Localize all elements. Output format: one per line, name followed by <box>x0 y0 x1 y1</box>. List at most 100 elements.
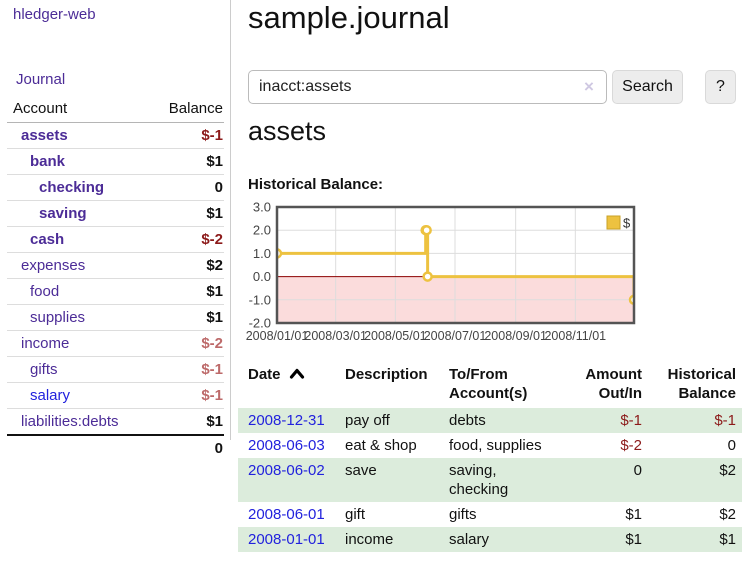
account-link[interactable]: food <box>30 283 60 300</box>
register-description-cell: eat & shop <box>345 437 417 454</box>
search-button[interactable]: Search <box>612 70 683 104</box>
legend-swatch <box>606 215 621 230</box>
register-date-cell: 2008-06-02 <box>238 458 338 502</box>
account-link[interactable]: salary <box>30 387 71 404</box>
transaction-date-link[interactable]: 2008-12-31 <box>248 412 325 429</box>
account-row: checking 0 <box>7 174 224 201</box>
account-link[interactable]: gifts <box>30 361 58 378</box>
account-row: gifts $-1 <box>7 356 224 383</box>
register-row[interactable]: 2008-06-01 gift gifts $1 $2 <box>238 502 742 527</box>
register-header-date[interactable]: Date <box>238 363 338 408</box>
account-row: liabilities:debts $1 <box>7 408 224 436</box>
x-tick-label: 2008/09/01 <box>484 329 547 343</box>
sidebar: hledger-web Journal Account Balance asse… <box>0 0 231 461</box>
account-link[interactable]: saving <box>39 205 87 222</box>
register-date-cell: 2008-06-03 <box>238 433 338 458</box>
chart-data-point <box>421 224 432 236</box>
transaction-date-link[interactable]: 2008-06-02 <box>248 462 325 479</box>
register-date-cell: 2008-12-31 <box>238 408 338 433</box>
register-amount-cell: $1 <box>625 506 642 523</box>
page-title: sample.journal <box>248 0 450 35</box>
register-date-cell: 2008-01-01 <box>238 527 338 552</box>
y-tick-label: 2.0 <box>253 223 271 238</box>
account-link[interactable]: income <box>21 335 70 352</box>
register-accounts-cell: gifts <box>449 506 477 523</box>
register-table: Date Description To/From Account(s) Amou… <box>238 363 742 552</box>
search-input[interactable] <box>248 70 607 104</box>
register-accounts-cell: saving, checking <box>449 462 509 498</box>
account-name-cell: supplies <box>7 304 148 331</box>
account-balance: $1 <box>147 408 224 436</box>
account-balance: $1 <box>147 278 224 305</box>
account-link[interactable]: liabilities:debts <box>21 413 119 430</box>
y-tick-label: 1.0 <box>253 246 271 261</box>
app-brand-link[interactable]: hledger-web <box>13 6 96 23</box>
register-row[interactable]: 2008-12-31 pay off debts $-1 $-1 <box>238 408 742 433</box>
register-row[interactable]: 2008-06-03 eat & shop food, supplies $-2 0 <box>238 433 742 458</box>
account-name-cell: salary <box>7 382 148 409</box>
register-row[interactable]: 2008-06-02 save saving, checking 0 $2 <box>238 458 742 502</box>
account-link[interactable]: supplies <box>30 309 86 326</box>
account-row: cash $-2 <box>7 226 224 253</box>
legend-label: $ <box>623 216 631 231</box>
account-balance: $1 <box>147 200 224 227</box>
register-header-row: Date Description To/From Account(s) Amou… <box>238 363 742 408</box>
account-link[interactable]: checking <box>39 179 105 196</box>
account-balance: $1 <box>147 148 224 175</box>
account-balance: $2 <box>147 252 224 279</box>
accounts-header-balance: Balance <box>147 97 224 123</box>
register-description-cell: gift <box>345 506 366 523</box>
account-balance: $-2 <box>147 330 224 357</box>
x-tick-label: 2008/05/01 <box>364 329 427 343</box>
account-link[interactable]: assets <box>21 127 68 144</box>
account-name-cell: income <box>7 330 148 357</box>
register-balance-cell: 0 <box>727 437 736 454</box>
account-balance: $-1 <box>147 382 224 409</box>
chart-plot-border <box>275 205 636 325</box>
account-name-cell: bank <box>7 148 148 175</box>
register-description-cell: income <box>345 531 394 548</box>
account-row: bank $1 <box>7 148 224 175</box>
register-header-date-label: Date <box>248 366 281 383</box>
account-row: income $-2 <box>7 330 224 357</box>
y-tick-label: 3.0 <box>253 200 271 215</box>
x-tick-label: 2008/03/01 <box>304 329 367 343</box>
account-link[interactable]: expenses <box>21 257 86 274</box>
register-amount-cell: $1 <box>625 531 642 548</box>
account-link[interactable]: bank <box>30 153 66 170</box>
register-balance-cell: $1 <box>719 531 736 548</box>
register-accounts-cell: food, supplies <box>449 437 542 454</box>
accounts-header-account: Account <box>7 97 148 123</box>
accounts-total-spacer <box>7 434 148 461</box>
register-row[interactable]: 2008-01-01 income salary $1 $1 <box>238 527 742 552</box>
account-row: saving $1 <box>7 200 224 227</box>
register-accounts-cell: salary <box>449 531 490 548</box>
account-name-cell: assets <box>7 122 148 149</box>
register-header-description: Description <box>345 366 428 383</box>
register-description-cell: pay off <box>345 412 390 429</box>
x-tick-label: 2008/07/01 <box>424 329 487 343</box>
account-title: assets <box>248 116 327 146</box>
account-balance: 0 <box>147 174 224 201</box>
register-amount-cell: $-1 <box>620 412 642 429</box>
register-amount-cell: 0 <box>633 462 642 479</box>
clear-search-icon[interactable]: × <box>584 77 594 96</box>
transaction-date-link[interactable]: 2008-01-01 <box>248 531 325 548</box>
register-header-amount: Amount Out/In <box>585 366 642 402</box>
chart-canvas: $3.0 2.0 1.0 0.0 -1.0 -2.02008/01/012008/03/0… <box>246 200 636 343</box>
transaction-date-link[interactable]: 2008-06-03 <box>248 437 325 454</box>
account-name-cell: food <box>7 278 148 305</box>
help-button[interactable]: ? <box>705 70 736 104</box>
account-balance: $-2 <box>147 226 224 253</box>
account-name-cell: liabilities:debts <box>7 408 148 436</box>
chart-data-point <box>422 271 433 282</box>
account-link[interactable]: cash <box>30 231 65 248</box>
sidebar-item-journal[interactable]: Journal <box>16 71 66 88</box>
account-row: expenses $2 <box>7 252 224 279</box>
account-name-cell: cash <box>7 226 148 253</box>
sort-ascending-icon <box>289 368 304 379</box>
transaction-date-link[interactable]: 2008-06-01 <box>248 506 325 523</box>
register-header-accounts: To/From Account(s) <box>449 366 528 402</box>
chart-title: Historical Balance: <box>248 176 384 193</box>
accounts-header-row: Account Balance <box>7 97 224 123</box>
